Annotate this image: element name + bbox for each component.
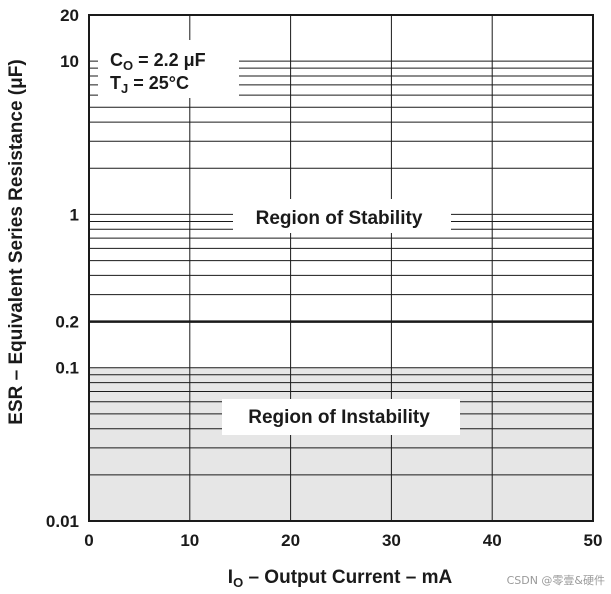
y-tick-label: 20 [60,6,79,25]
y-tick-label: 1 [70,205,79,224]
condition-temperature: TJ = 25°C [110,73,189,96]
region-instability-label: Region of Instability [248,407,430,428]
x-tick-label: 0 [84,531,93,550]
instability-label-box [222,399,460,435]
region-instability-area [89,367,593,521]
x-tick-label: 40 [483,531,502,550]
y-axis-title: ESR – Equivalent Series Resistance (μF) [6,59,27,424]
y-tick-label: 0.1 [55,359,79,378]
x-axis-title: IO – Output Current – mA [228,567,453,590]
x-tick-label: 50 [584,531,603,550]
watermark: CSDN @零壹&硬件 [506,574,605,587]
stability-label-box [233,199,451,233]
x-tick-label: 30 [382,531,401,550]
x-tick-label: 10 [180,531,199,550]
conditions-box [98,40,239,98]
y-tick-label: 10 [60,52,79,71]
condition-capacitance: CO = 2.2 μF [110,50,206,73]
x-tick-label: 20 [281,531,300,550]
plot-frame [88,14,594,522]
region-stability-label: Region of Stability [256,208,423,229]
y-tick-label: 0.01 [46,512,79,531]
y-tick-label: 0.2 [55,313,79,332]
